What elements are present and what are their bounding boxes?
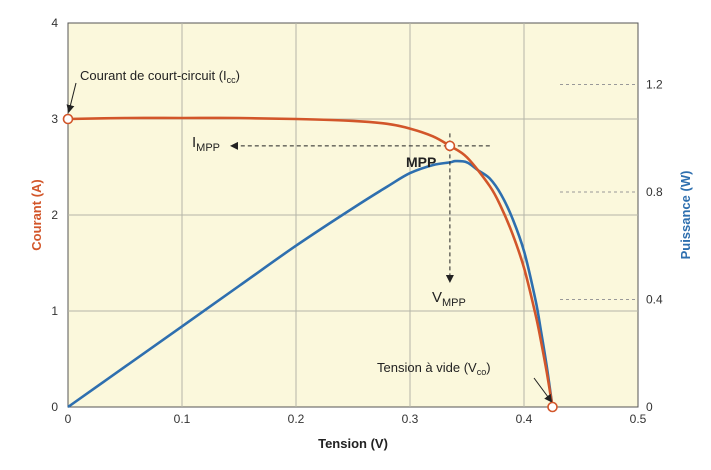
y-right-tick-label: 1.2 <box>646 77 663 91</box>
vco-annotation: Tension à vide (Vco) <box>377 360 491 377</box>
vco-text: Tension à vide (V <box>377 360 477 375</box>
icc-sub: cc <box>227 75 237 85</box>
impp-text: I <box>192 134 196 151</box>
impp-sub: MPP <box>196 142 220 154</box>
vmpp-annotation: VMPP <box>432 289 466 309</box>
y-right-axis-title: Puissance (W) <box>678 171 693 260</box>
vco-close: ) <box>486 360 490 375</box>
y-right-tick-label: 0.8 <box>646 185 663 199</box>
vco-marker <box>547 401 558 413</box>
x-axis-title: Tension (V) <box>318 436 388 451</box>
x-tick-label: 0.4 <box>516 412 533 426</box>
right-axis-dashes <box>560 83 638 300</box>
x-tick-label: 0.2 <box>288 412 305 426</box>
y-left-axis-title: Courant (A) <box>29 179 44 251</box>
icc-annotation: Courant de court-circuit (Icc) <box>80 68 240 85</box>
x-tick-label: 0.1 <box>174 412 191 426</box>
vmpp-sub: MPP <box>442 297 466 309</box>
y-left-tick-label: 2 <box>51 208 58 222</box>
icc-close: ) <box>236 68 240 83</box>
y-left-tick-label: 4 <box>51 16 58 30</box>
grid-lines <box>68 23 638 407</box>
icc-pointer-arrow <box>66 82 77 113</box>
power-curve <box>67 159 554 409</box>
vco-pointer-arrow <box>533 377 553 403</box>
x-tick-label: 0 <box>65 412 72 426</box>
markers-layer <box>62 113 558 413</box>
y-right-tick-label: 0 <box>646 400 653 414</box>
x-tick-label: 0.5 <box>630 412 647 426</box>
mpp-marker <box>444 140 456 152</box>
vco-sub: co <box>477 367 487 377</box>
icc-marker <box>62 113 74 125</box>
y-left-tick-label: 3 <box>51 112 58 126</box>
mpp-label: MPP <box>406 154 436 170</box>
icc-text: Courant de court-circuit (I <box>80 68 227 83</box>
y-left-tick-label: 1 <box>51 304 58 318</box>
x-tick-label: 0.3 <box>402 412 419 426</box>
y-left-tick-label: 0 <box>51 400 58 414</box>
vmpp-text: V <box>432 289 442 306</box>
impp-annotation: IMPP <box>192 134 220 154</box>
y-right-tick-label: 0.4 <box>646 292 663 306</box>
